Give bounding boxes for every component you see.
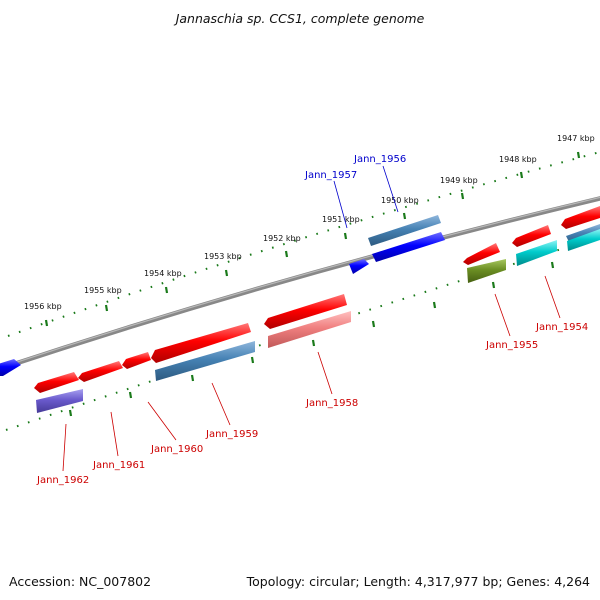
- gene-jann-1955-arrow[interactable]: [463, 243, 500, 265]
- inner-tick-8: [491, 281, 496, 289]
- leader-jann-1957: [333, 180, 348, 229]
- gene-label-jann-1958[interactable]: Jann_1958: [305, 398, 358, 409]
- gene-labels: Jann_1956 Jann_1957 Jann_1954 Jann_1955 …: [36, 154, 588, 486]
- gene-jann-1956-arrow[interactable]: [372, 232, 445, 262]
- ruler-label-1947: 1947 kbp: [557, 134, 595, 143]
- gene-label-jann-1962[interactable]: Jann_1962: [36, 475, 89, 486]
- tick-1956: [44, 319, 49, 327]
- forward-strand-genes: [0, 215, 600, 376]
- inner-tick-3: [190, 374, 195, 382]
- tick-1949: [460, 192, 465, 200]
- inner-tick-9: [550, 261, 555, 269]
- ruler-label-1949: 1949 kbp: [440, 176, 478, 185]
- gene-label-jann-1961[interactable]: Jann_1961: [92, 460, 145, 471]
- gene-jann-1957-arrow[interactable]: [349, 259, 369, 274]
- leader-jann-1955: [494, 293, 511, 337]
- gene-label-jann-1957[interactable]: Jann_1957: [304, 170, 357, 181]
- gene-label-jann-1960[interactable]: Jann_1960: [150, 444, 203, 455]
- inner-tick-2: [128, 391, 133, 399]
- feature-jann-1962-purple[interactable]: [36, 389, 83, 413]
- gene-label-jann-1955[interactable]: Jann_1955: [485, 340, 538, 351]
- gene-jann-1960-arrow[interactable]: [122, 352, 151, 369]
- ruler-label-1955: 1955 kbp: [84, 286, 122, 295]
- map-title: Jannaschia sp. CCS1, complete genome: [173, 11, 425, 26]
- inner-tick-4: [250, 356, 255, 364]
- accession-text: Accession: NC_007802: [9, 574, 151, 589]
- inner-tick-5: [311, 339, 316, 347]
- label-leaders: [62, 165, 561, 472]
- leader-jann-1954: [544, 275, 561, 319]
- inner-tick-6: [371, 320, 376, 328]
- ruler-label-1951: 1951 kbp: [322, 215, 360, 224]
- tick-1948: [519, 171, 524, 179]
- ruler-label-1952: 1952 kbp: [263, 234, 301, 243]
- leader-jann-1962: [62, 423, 67, 472]
- gene-label-jann-1954[interactable]: Jann_1954: [535, 322, 588, 333]
- inner-ruler-major-ticks: [68, 261, 555, 417]
- gene-jann-1958-arrow[interactable]: [264, 294, 347, 329]
- gene-edge-blue-left-arrow[interactable]: [0, 359, 21, 376]
- tick-1950: [402, 212, 407, 220]
- leader-jann-1958: [317, 351, 333, 395]
- leader-jann-1959: [211, 382, 231, 426]
- ruler-label-1948: 1948 kbp: [499, 155, 537, 164]
- inner-tick-1: [68, 409, 73, 417]
- tick-1947: [576, 151, 581, 159]
- feature-jann-1959-steel[interactable]: [155, 341, 255, 381]
- tick-1953: [224, 269, 229, 277]
- tick-1952: [284, 250, 289, 258]
- tick-1951: [343, 232, 348, 240]
- gene-edge-red-right-arrow[interactable]: [561, 206, 600, 229]
- gene-jann-1961-arrow[interactable]: [78, 361, 123, 382]
- leader-jann-1961: [110, 411, 119, 457]
- leader-jann-1956: [382, 165, 399, 213]
- feature-jann-1955-olive[interactable]: [467, 259, 506, 283]
- leader-jann-1960: [147, 401, 177, 441]
- tick-1955: [104, 304, 109, 312]
- outer-ruler-major-ticks: [44, 151, 581, 327]
- tick-1954: [164, 286, 169, 294]
- ruler-label-1953: 1953 kbp: [204, 252, 242, 261]
- gene-label-jann-1956[interactable]: Jann_1956: [353, 154, 406, 165]
- gene-jann-1954-arrow[interactable]: [512, 225, 551, 247]
- genome-backbone-highlight: [0, 196, 600, 369]
- feature-jann-1958-pink[interactable]: [268, 311, 351, 348]
- genome-backbone: [0, 196, 600, 372]
- ruler-labels: 1956 kbp 1955 kbp 1954 kbp 1953 kbp 1952…: [24, 134, 595, 311]
- gene-jann-1962-arrow[interactable]: [34, 372, 79, 393]
- feature-edge-cyan-right[interactable]: [567, 229, 600, 251]
- genome-summary-text: Topology: circular; Length: 4,317,977 bp…: [246, 574, 590, 589]
- red-strand-genes: [34, 206, 600, 393]
- feature-jann-1954-cyan[interactable]: [516, 240, 557, 266]
- gene-jann-1956-rna-arrow[interactable]: [368, 215, 441, 246]
- gene-jann-1959-arrow[interactable]: [151, 323, 251, 363]
- reverse-strand-features: [36, 229, 600, 413]
- inner-tick-7: [432, 301, 437, 309]
- gene-label-jann-1959[interactable]: Jann_1959: [205, 429, 258, 440]
- ruler-label-1950: 1950 kbp: [381, 196, 419, 205]
- ruler-label-1954: 1954 kbp: [144, 269, 182, 278]
- ruler-label-1956: 1956 kbp: [24, 302, 62, 311]
